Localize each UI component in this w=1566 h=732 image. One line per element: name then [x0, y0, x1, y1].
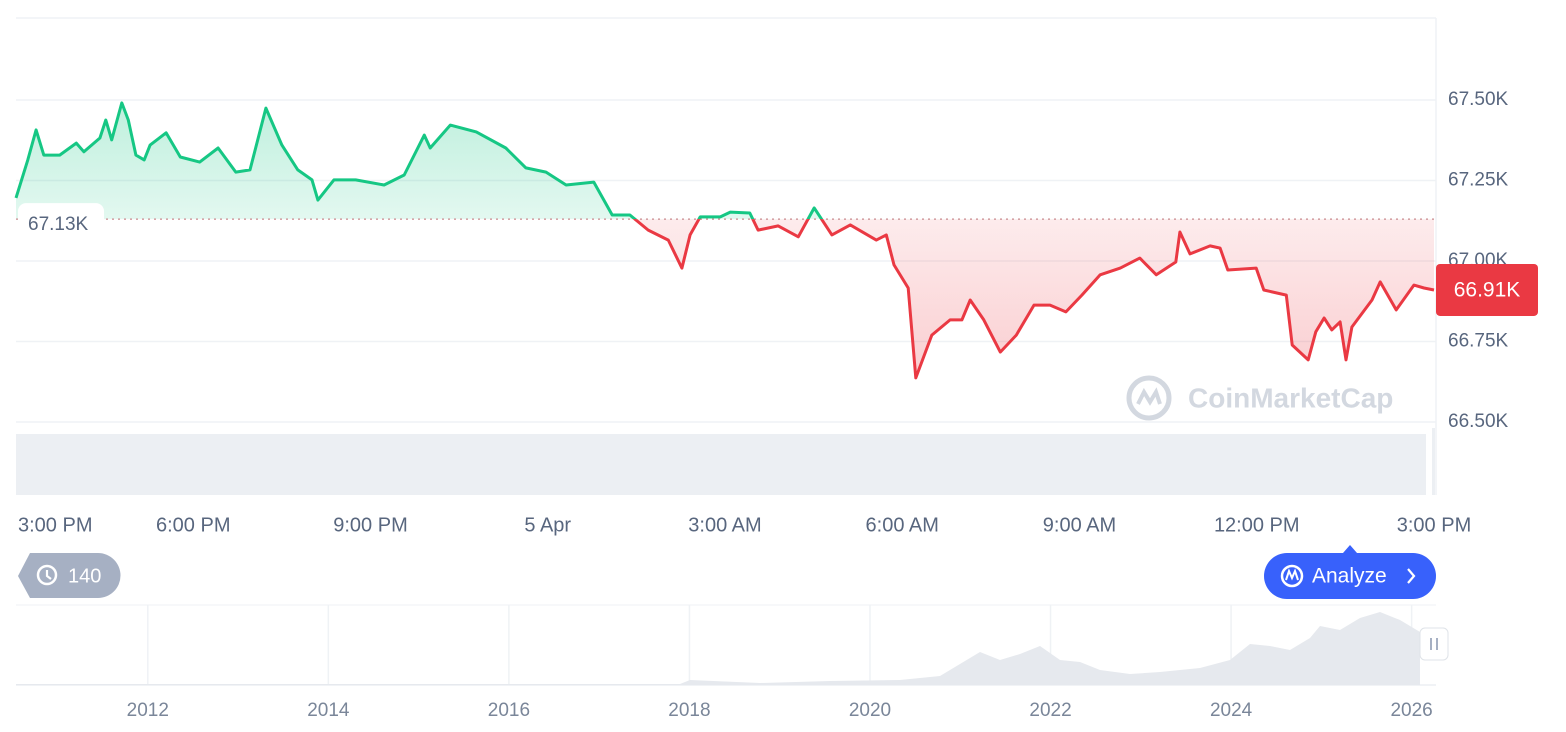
price-line-up — [14, 101, 824, 220]
x-tick-label: 3:00 PM — [1397, 514, 1471, 536]
y-tick-label: 67.25K — [1448, 170, 1509, 191]
x-tick-label: 5 Apr — [524, 514, 571, 536]
price-line-down — [632, 219, 1435, 380]
x-tick-label: 3:00 PM — [18, 514, 92, 536]
navigator-tick-label: 2024 — [1210, 700, 1253, 721]
navigator-tick-label: 2012 — [127, 700, 169, 721]
x-tick-label: 9:00 PM — [333, 514, 407, 536]
x-tick-label: 6:00 AM — [866, 514, 939, 536]
area-up — [16, 102, 822, 220]
baseline-label: 67.13K — [28, 214, 89, 235]
last-price-label: 66.91K — [1454, 279, 1521, 302]
navigator-tick-label: 2026 — [1390, 700, 1432, 721]
area-down — [16, 219, 1434, 378]
y-tick-label: 67.50K — [1448, 89, 1509, 110]
volume-band — [1432, 428, 1435, 495]
x-tick-label: 9:00 AM — [1043, 514, 1116, 536]
y-tick-label: 66.75K — [1448, 331, 1509, 352]
watermark-text: CoinMarketCap — [1188, 382, 1393, 413]
navigator-tick-label: 2018 — [668, 700, 710, 721]
navigator-tick-label: 2014 — [307, 700, 350, 721]
navigator-area — [16, 612, 1420, 685]
baseline-label-box — [18, 203, 104, 236]
history-count[interactable]: 140 — [68, 565, 101, 587]
analyze-button[interactable]: Analyze — [1264, 545, 1436, 599]
history-badge[interactable]: 140 — [18, 553, 121, 598]
y-tick-label: 66.50K — [1448, 411, 1509, 432]
x-tick-label: 3:00 AM — [688, 514, 761, 536]
navigator-tick-label: 2022 — [1029, 700, 1071, 721]
navigator-tick-label: 2016 — [488, 700, 530, 721]
x-tick-label: 6:00 PM — [156, 514, 230, 536]
analyze-label[interactable]: Analyze — [1312, 565, 1387, 588]
volume-band — [16, 434, 1426, 495]
x-tick-label: 12:00 PM — [1214, 514, 1300, 536]
navigator-tick-label: 2020 — [849, 700, 891, 721]
navigator-handle[interactable] — [1419, 627, 1449, 661]
last-price-box — [1436, 263, 1538, 316]
watermark: CoinMarketCap — [1126, 375, 1393, 421]
